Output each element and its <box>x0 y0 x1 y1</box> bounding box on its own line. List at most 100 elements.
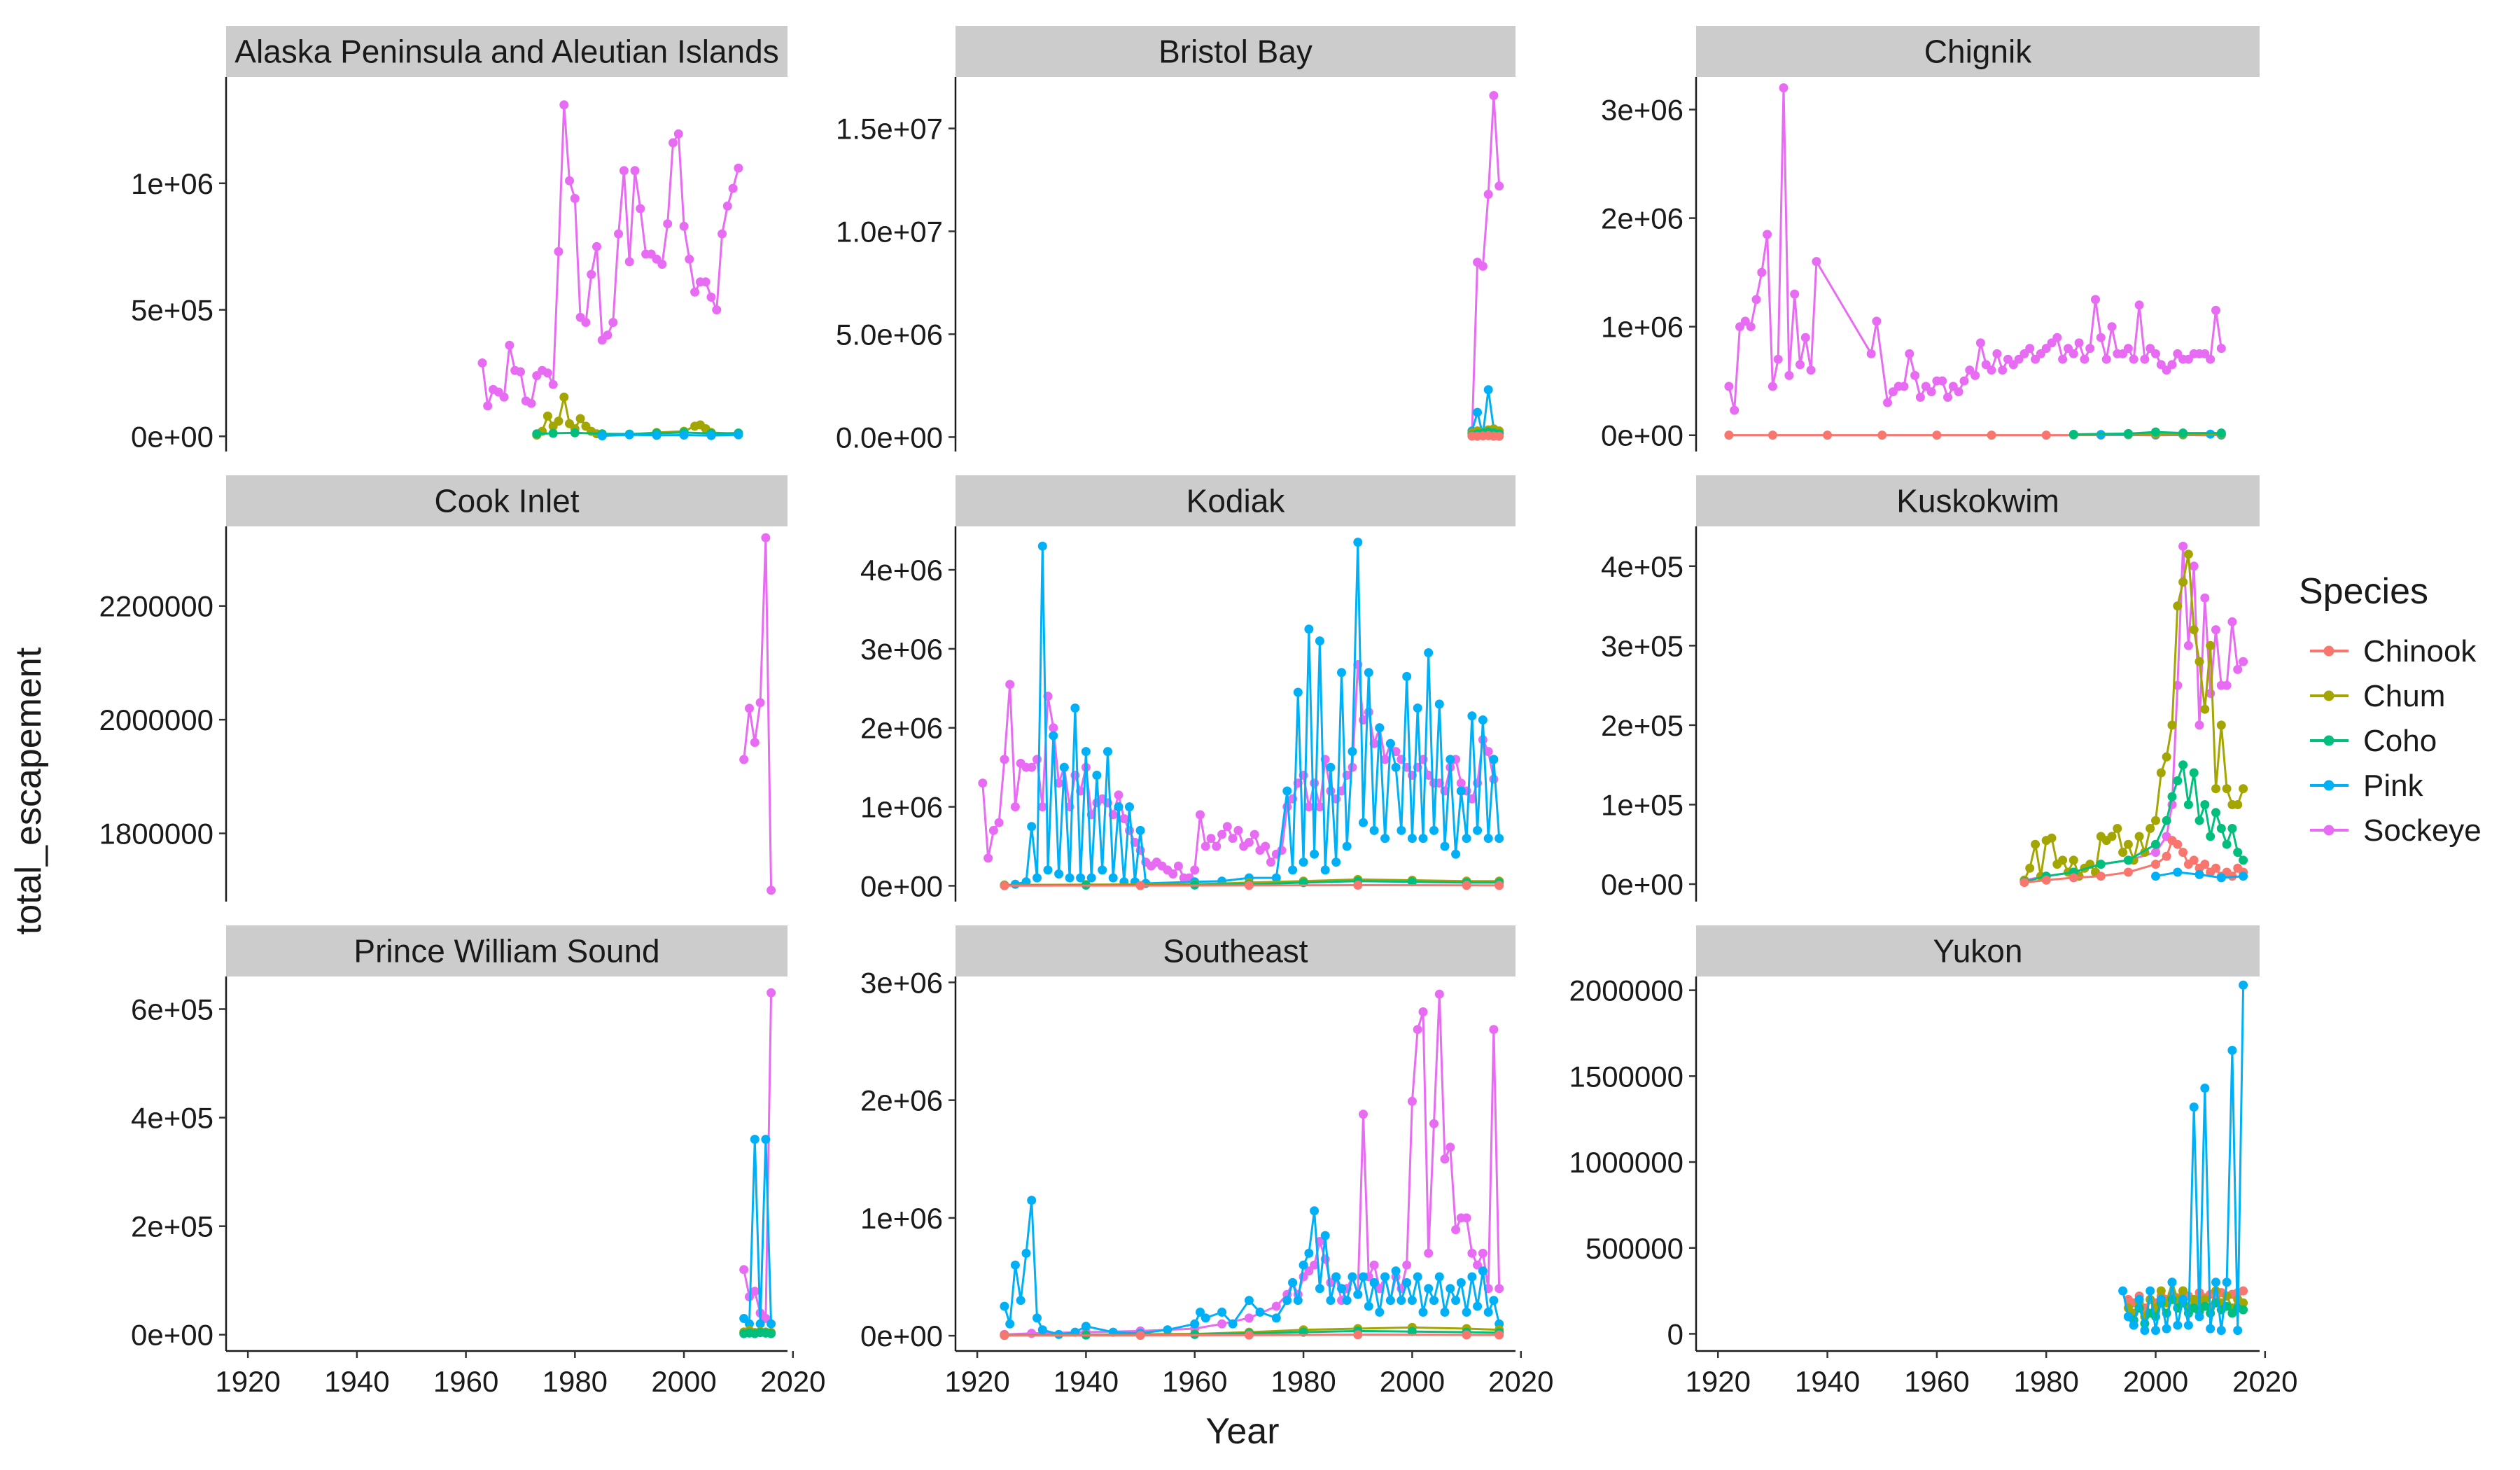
data-point <box>554 416 564 426</box>
data-point <box>2194 816 2204 825</box>
data-point <box>532 429 542 439</box>
data-point <box>1353 1289 1363 1299</box>
data-point <box>614 229 624 239</box>
data-point <box>2113 824 2122 833</box>
data-point <box>2200 1301 2210 1311</box>
panel-prince-william-sound: Prince William Sound 0e+00 2e+05 4e+05 6e+05… <box>131 925 826 1398</box>
data-point <box>1081 747 1091 757</box>
data-point <box>1304 1248 1314 1258</box>
data-point <box>2200 1294 2210 1304</box>
data-point <box>1282 786 1292 796</box>
data-point <box>2173 680 2183 690</box>
data-point <box>1353 1330 1363 1340</box>
data-point <box>1440 1308 1450 1317</box>
data-point <box>1054 778 1064 788</box>
data-point <box>712 305 722 315</box>
data-point <box>1462 1308 1471 1317</box>
data-point <box>1462 1213 1471 1223</box>
data-point <box>1473 407 1483 417</box>
legend-entry-coho: Coho <box>2310 724 2437 758</box>
legend-label: Sockeye <box>2363 813 2482 848</box>
data-point <box>1489 91 1499 100</box>
data-point <box>2206 832 2216 841</box>
x-tick-label: 1980 <box>2013 1365 2078 1398</box>
data-point <box>1070 704 1080 713</box>
data-point <box>630 166 640 176</box>
x-tick-label: 1980 <box>542 1365 608 1398</box>
panel-kodiak: Kodiak 0e+00 1e+06 2e+06 3e+06 4e+06 <box>860 475 1516 902</box>
data-point <box>1304 802 1314 812</box>
data-point <box>2162 365 2171 375</box>
data-point <box>2206 1324 2216 1334</box>
y-tick-label: 1e+06 <box>860 1202 943 1235</box>
data-point <box>1027 762 1037 772</box>
data-point <box>636 204 645 214</box>
data-point <box>1271 1301 1281 1311</box>
data-point <box>2123 344 2133 354</box>
y-tick-label: 1500000 <box>1569 1060 1684 1093</box>
data-point <box>2178 541 2188 551</box>
data-point <box>1310 778 1320 788</box>
data-point <box>2233 848 2243 858</box>
data-point <box>597 431 607 441</box>
data-point <box>1364 668 1373 678</box>
x-tick-label: 1920 <box>215 1365 280 1398</box>
data-point <box>652 430 662 440</box>
data-point <box>1326 1296 1336 1306</box>
y-tick-label: 0e+00 <box>131 420 214 453</box>
facet-title: Kodiak <box>1186 483 1286 519</box>
data-point <box>745 1319 754 1329</box>
data-point <box>1076 873 1086 883</box>
series-chinook <box>1000 1330 1504 1340</box>
data-point <box>1027 822 1037 832</box>
data-point <box>2173 776 2183 785</box>
data-point <box>1396 825 1406 835</box>
data-point <box>2080 354 2090 364</box>
data-point <box>1010 1260 1020 1270</box>
data-point <box>2216 428 2226 438</box>
series-pink <box>597 430 743 441</box>
data-point <box>2178 578 2188 587</box>
y-tick-label: 500000 <box>1586 1232 1684 1265</box>
data-point <box>1032 755 1042 764</box>
panel-alaska-peninsula-and-aleutian-islands: Alaska Peninsula and Aleutian Islands 0e+… <box>131 26 788 453</box>
data-point <box>1359 1272 1368 1282</box>
data-point <box>1467 1248 1477 1258</box>
data-point <box>516 367 525 377</box>
data-point <box>1451 1225 1461 1235</box>
facet-strip <box>1696 26 2260 77</box>
data-point <box>1483 834 1493 844</box>
data-point <box>2140 354 2150 364</box>
data-point <box>1353 881 1363 890</box>
data-point <box>2058 354 2068 364</box>
data-point <box>2058 855 2068 865</box>
data-point <box>1125 802 1134 812</box>
legend-entry-sockeye: Sockeye <box>2310 813 2482 848</box>
data-point <box>1446 755 1455 764</box>
data-point <box>1337 1284 1346 1294</box>
facet-strip <box>1696 475 2260 526</box>
data-point <box>1418 834 1428 844</box>
data-point <box>1473 825 1483 835</box>
data-point <box>1190 865 1200 875</box>
data-point <box>2134 832 2144 841</box>
facet-strip <box>226 475 788 526</box>
data-point <box>1429 1119 1438 1128</box>
data-point <box>1489 755 1499 764</box>
legend-entry-pink: Pink <box>2310 769 2424 803</box>
data-point <box>1768 430 1777 440</box>
data-point <box>1168 869 1178 878</box>
data-point <box>1005 680 1015 690</box>
data-point <box>2178 1294 2188 1304</box>
data-point <box>766 988 776 997</box>
x-axis-title: Year <box>1205 1411 1279 1452</box>
data-point <box>1359 818 1368 827</box>
data-point <box>1494 431 1504 441</box>
data-point <box>1413 1272 1422 1282</box>
y-tick-label: 0e+00 <box>860 1320 943 1352</box>
series-pink <box>2151 867 2248 883</box>
data-point <box>1483 190 1493 200</box>
data-point <box>2216 1326 2226 1336</box>
data-point <box>505 340 514 350</box>
data-point <box>2173 1320 2183 1330</box>
